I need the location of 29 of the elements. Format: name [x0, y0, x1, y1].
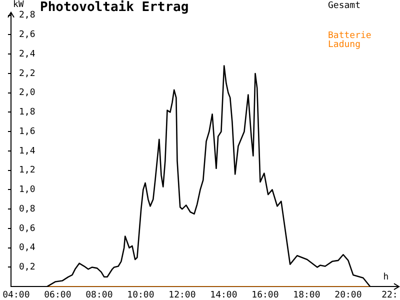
x-tick-label: 08:00 — [86, 290, 113, 300]
y-tick-label: 2,8 — [19, 10, 36, 21]
y-tick-label: 0,6 — [19, 224, 36, 234]
y-tick-label: 1,0 — [19, 185, 36, 196]
x-tick-label: 12:00 — [168, 290, 196, 300]
x-axis-title: h — [383, 272, 389, 282]
y-tick-label: 0,4 — [19, 243, 36, 254]
chart-title: Photovoltaik Ertrag — [40, 0, 189, 15]
x-tick-label: 14:00 — [210, 290, 238, 300]
y-tick-label: 1,8 — [19, 108, 36, 118]
x-tick-label: 22: — [382, 290, 398, 300]
y-tick-label: 2,4 — [19, 49, 36, 60]
x-tick-label: 18:00 — [293, 290, 320, 300]
x-tick-label: 16:00 — [252, 290, 279, 300]
y-tick-label: 2,2 — [19, 68, 36, 79]
y-tick-label: 2,6 — [19, 30, 36, 40]
y-tick-label: 1,4 — [19, 146, 36, 156]
y-tick-label: 0,8 — [19, 204, 36, 214]
x-tick-label: 10:00 — [127, 290, 154, 300]
x-tick-label: 06:00 — [44, 290, 72, 300]
text: Gesamt — [328, 0, 361, 11]
x-tick-label: 20:00 — [334, 290, 362, 300]
text: Batterie Ladung — [328, 30, 372, 50]
x-tick-label: 04:00 — [2, 290, 30, 300]
y-tick-label: 1,2 — [19, 166, 36, 176]
y-tick-label: 2,0 — [19, 88, 36, 98]
y-axis-title: kW — [13, 0, 24, 10]
y-tick-label: 0,2 — [19, 262, 36, 273]
y-tick-label: 1,6 — [19, 126, 36, 137]
